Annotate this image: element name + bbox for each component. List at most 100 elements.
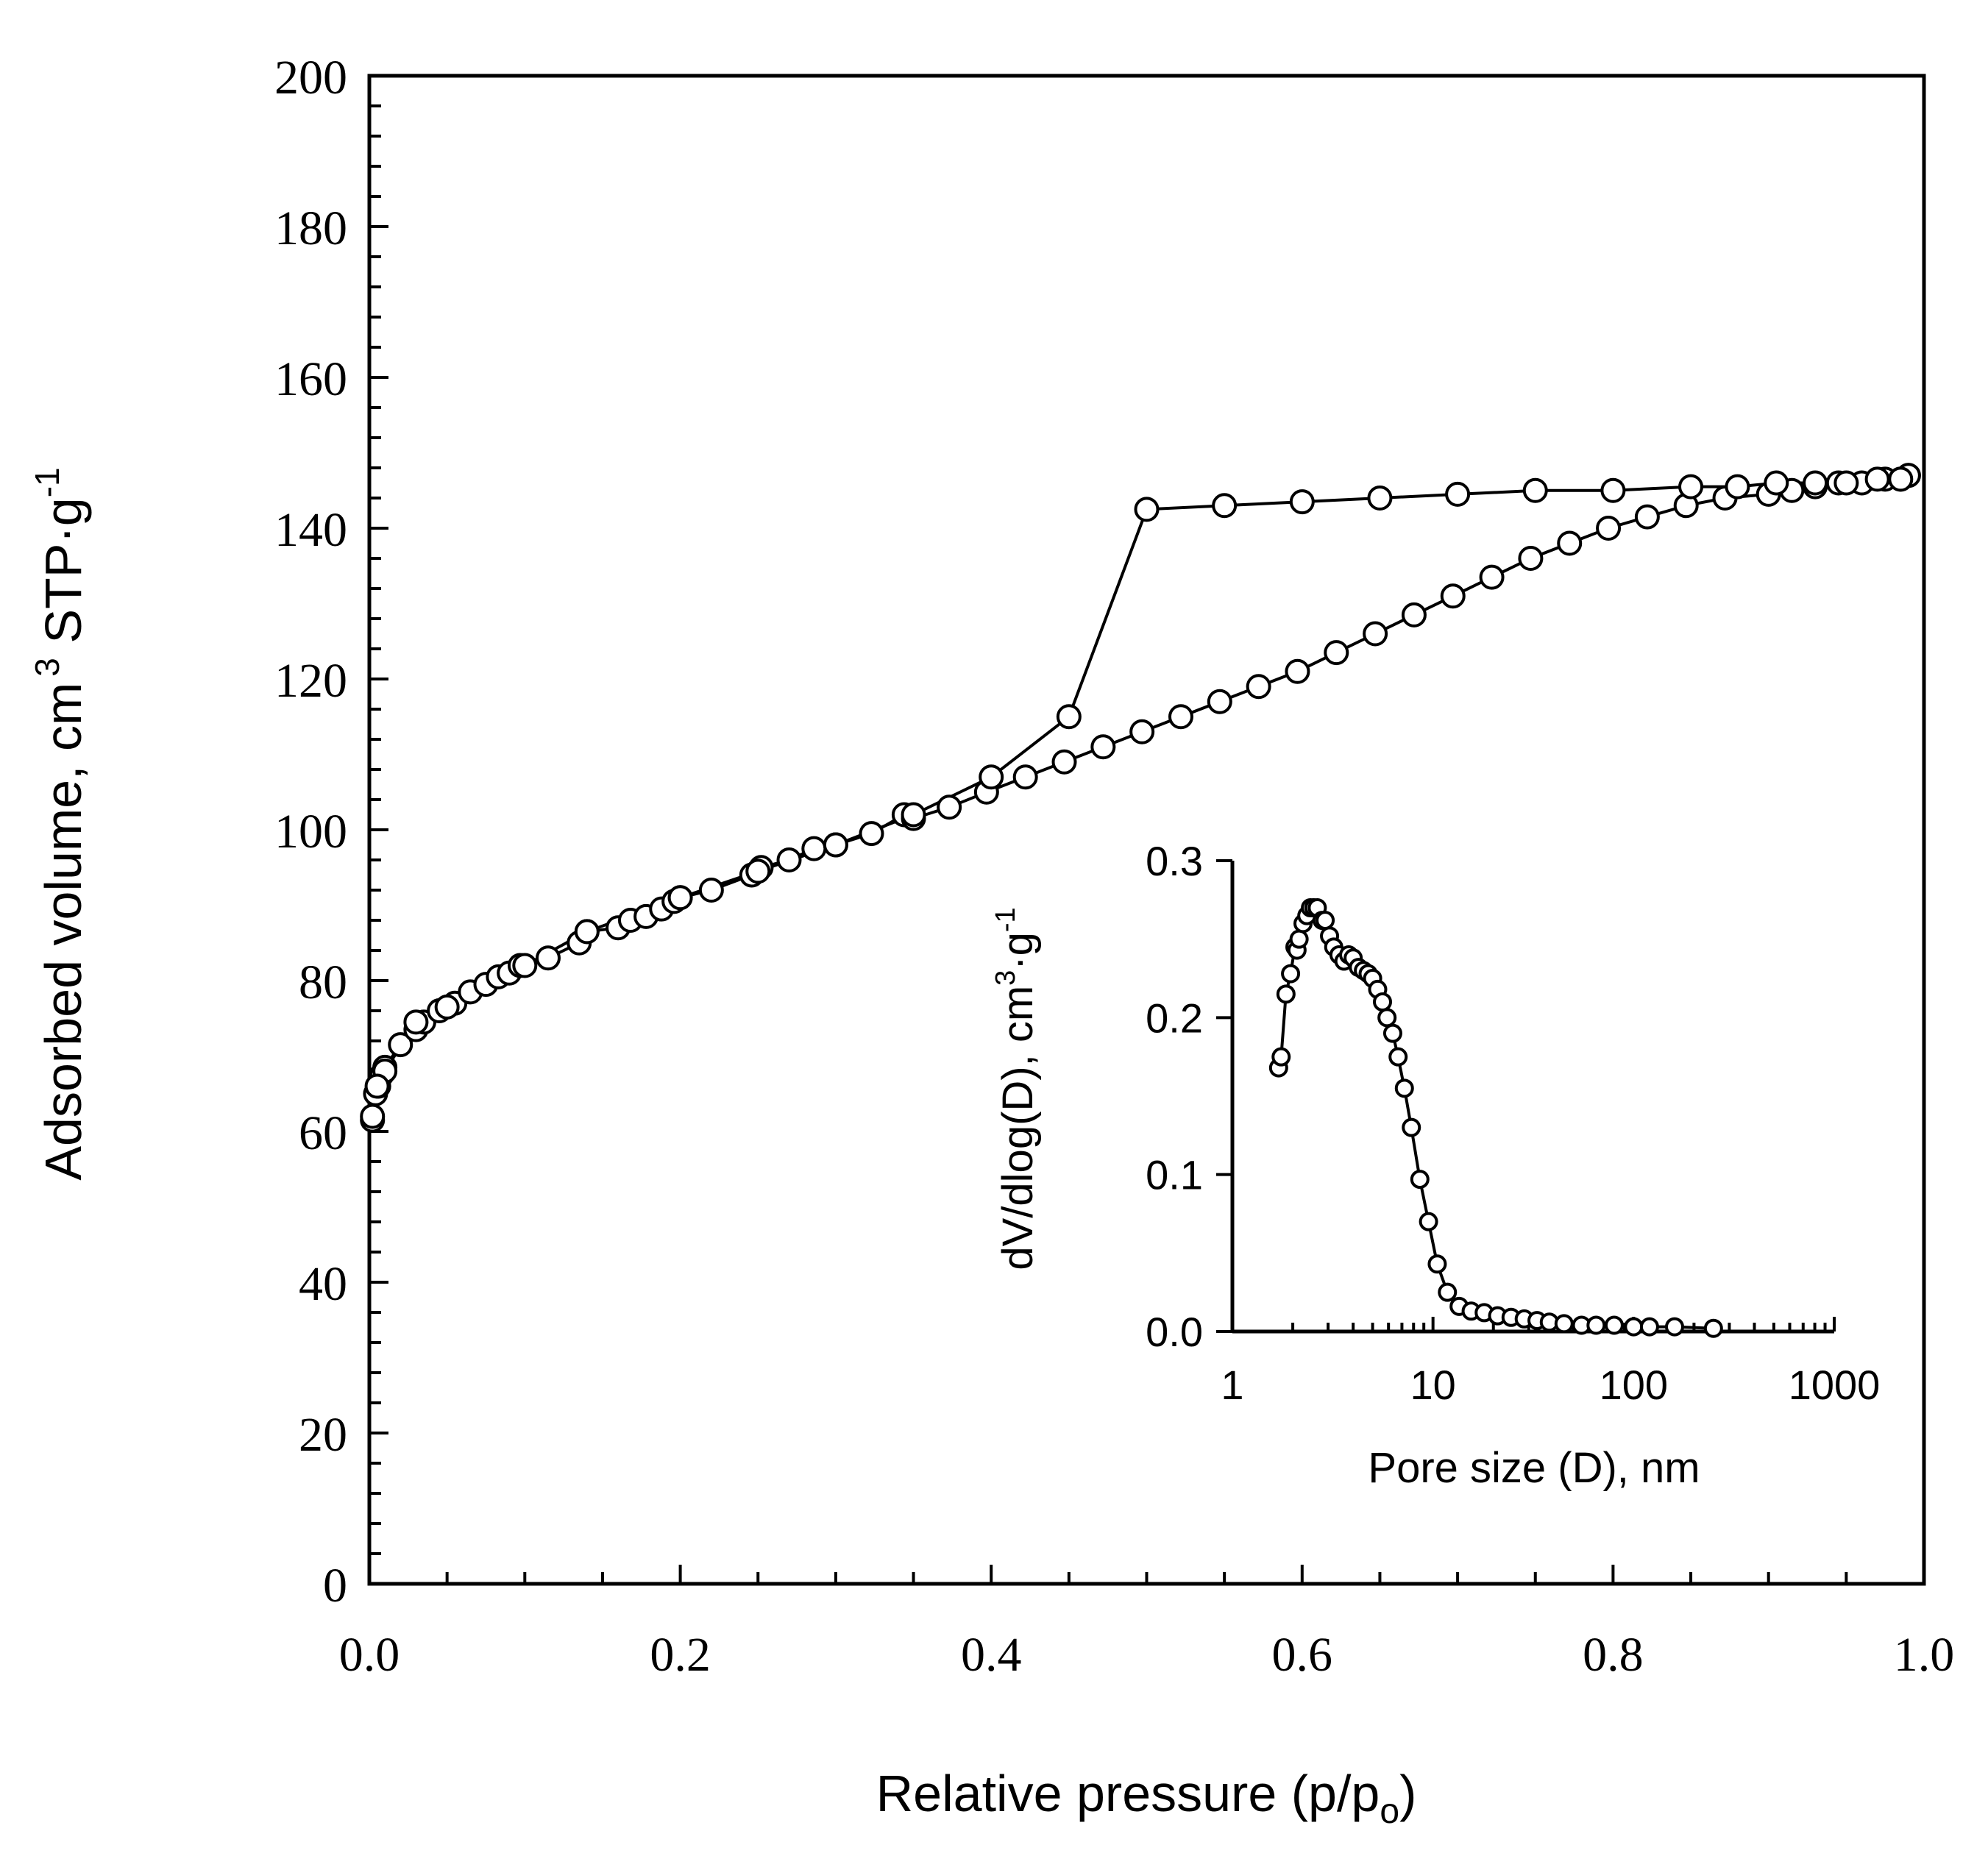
adsorption-point bbox=[1363, 621, 1388, 647]
adsorption-point bbox=[1246, 674, 1271, 700]
y-tick-label: 60 bbox=[299, 1106, 347, 1160]
pore-distribution-line bbox=[1277, 906, 1714, 1330]
adsorption-point bbox=[1051, 749, 1077, 775]
adsorption-point bbox=[801, 836, 827, 861]
adsorption-point bbox=[1401, 602, 1427, 627]
y-tick-label: 0 bbox=[323, 1559, 347, 1613]
pore-distribution-point bbox=[1604, 1315, 1624, 1335]
desorption-point bbox=[823, 832, 848, 858]
pore-distribution-point bbox=[1281, 964, 1301, 984]
pore-distribution-point bbox=[1394, 1078, 1414, 1098]
adsorption-point bbox=[535, 945, 561, 971]
desorption-point bbox=[901, 802, 926, 828]
adsorption-point bbox=[1557, 530, 1583, 556]
x-tick-label: 0.8 bbox=[1583, 1628, 1644, 1682]
x-tick-label: 0.0 bbox=[339, 1628, 400, 1682]
desorption-point bbox=[434, 994, 460, 1020]
desorption-line bbox=[371, 474, 1909, 1117]
main-x-axis-title: Relative pressure (p/po) bbox=[876, 1765, 1417, 1831]
pore-distribution-point bbox=[1316, 911, 1335, 931]
adsorption-point bbox=[1324, 640, 1349, 666]
inset-series bbox=[1268, 898, 1723, 1338]
pore-distribution-point bbox=[1703, 1318, 1723, 1338]
desorption-point bbox=[1056, 704, 1082, 730]
desorption-point bbox=[1833, 470, 1859, 496]
inset-y-tick-label: 0.0 bbox=[1146, 1309, 1203, 1355]
y-tick-label: 20 bbox=[299, 1408, 347, 1462]
inset-y-tick-label: 0.2 bbox=[1146, 995, 1203, 1041]
adsorption-point bbox=[388, 1032, 413, 1058]
main-tick-labels: 0 20 40 60 80 100 120 140 160 180 200 0.0 0.2 0.4 0.6 0… bbox=[274, 51, 1954, 1682]
pore-distribution-point bbox=[1427, 1254, 1447, 1274]
adsorption-point bbox=[1090, 734, 1116, 760]
pore-distribution-point bbox=[1410, 1170, 1430, 1190]
adsorption-point bbox=[1285, 658, 1310, 684]
inset-axis-ticks bbox=[1216, 859, 1836, 1333]
pore-distribution-point bbox=[1271, 1047, 1291, 1067]
adsorption-point bbox=[1518, 546, 1544, 571]
pore-distribution-point bbox=[1438, 1282, 1458, 1302]
desorption-point bbox=[1764, 470, 1789, 496]
y-tick-label: 100 bbox=[274, 805, 347, 858]
y-tick-label: 80 bbox=[299, 956, 347, 1009]
adsorption-point bbox=[1634, 504, 1660, 530]
adsorption-line bbox=[371, 474, 1909, 1120]
pore-distribution-point bbox=[1624, 1317, 1644, 1337]
y-tick-label: 160 bbox=[274, 352, 347, 406]
inset-x-tick-label: 1 bbox=[1221, 1362, 1243, 1408]
desorption-point bbox=[1678, 474, 1704, 499]
pore-distribution-point bbox=[1382, 1023, 1402, 1043]
adsorption-point bbox=[1207, 689, 1232, 714]
adsorption-point bbox=[1479, 564, 1505, 590]
desorption-point bbox=[745, 858, 771, 884]
adsorption-point bbox=[1012, 764, 1038, 790]
pore-distribution-point bbox=[1289, 929, 1309, 949]
inset-y-tick-label: 0.1 bbox=[1146, 1152, 1203, 1198]
adsorption-point bbox=[1440, 583, 1466, 609]
inset-x-tick-label: 100 bbox=[1600, 1362, 1668, 1408]
adsorption-point bbox=[1168, 704, 1193, 730]
x-tick-label: 1.0 bbox=[1894, 1628, 1955, 1682]
adsorption-point bbox=[776, 847, 802, 872]
desorption-point bbox=[1522, 477, 1548, 503]
adsorption-point bbox=[1596, 516, 1622, 541]
desorption-point bbox=[1725, 474, 1750, 499]
pore-distribution-point bbox=[1373, 992, 1393, 1011]
y-tick-label: 120 bbox=[274, 654, 347, 708]
desorption-point bbox=[1600, 477, 1626, 503]
desorption-point bbox=[667, 885, 693, 911]
pore-distribution-point bbox=[1639, 1317, 1659, 1337]
y-tick-label: 200 bbox=[274, 51, 347, 104]
inset-y-tick-label: 0.3 bbox=[1146, 838, 1203, 884]
desorption-point bbox=[512, 953, 538, 978]
y-tick-label: 180 bbox=[274, 202, 347, 255]
inset-x-tick-label: 10 bbox=[1410, 1362, 1456, 1408]
desorption-point bbox=[1289, 489, 1315, 515]
adsorption-point bbox=[698, 878, 724, 903]
desorption-point bbox=[1864, 466, 1890, 492]
desorption-point bbox=[1134, 497, 1160, 522]
adsorption-point bbox=[1129, 719, 1155, 744]
adsorption-point bbox=[937, 794, 962, 820]
desorption-point bbox=[1445, 481, 1471, 507]
main-plot-frame bbox=[367, 74, 1926, 1586]
pore-distribution-point bbox=[1402, 1117, 1421, 1137]
desorption-point bbox=[979, 764, 1004, 790]
desorption-point bbox=[1367, 486, 1393, 511]
main-series bbox=[360, 463, 1921, 1133]
desorption-point bbox=[1212, 493, 1238, 519]
x-tick-label: 0.4 bbox=[961, 1628, 1022, 1682]
pore-distribution-point bbox=[1388, 1047, 1408, 1067]
x-tick-label: 0.6 bbox=[1272, 1628, 1333, 1682]
inset-x-axis-title: Pore size (D), nm bbox=[1368, 1444, 1700, 1492]
adsorption-point bbox=[859, 821, 884, 847]
desorption-point bbox=[1803, 470, 1828, 496]
pore-distribution-point bbox=[1586, 1315, 1606, 1335]
desorption-point bbox=[574, 919, 600, 945]
pore-distribution-point bbox=[1419, 1212, 1438, 1231]
pore-distribution-point bbox=[1554, 1314, 1574, 1334]
pore-distribution-point bbox=[1664, 1317, 1684, 1337]
pore-distribution-point bbox=[1377, 1008, 1397, 1028]
y-tick-label: 40 bbox=[299, 1257, 347, 1311]
